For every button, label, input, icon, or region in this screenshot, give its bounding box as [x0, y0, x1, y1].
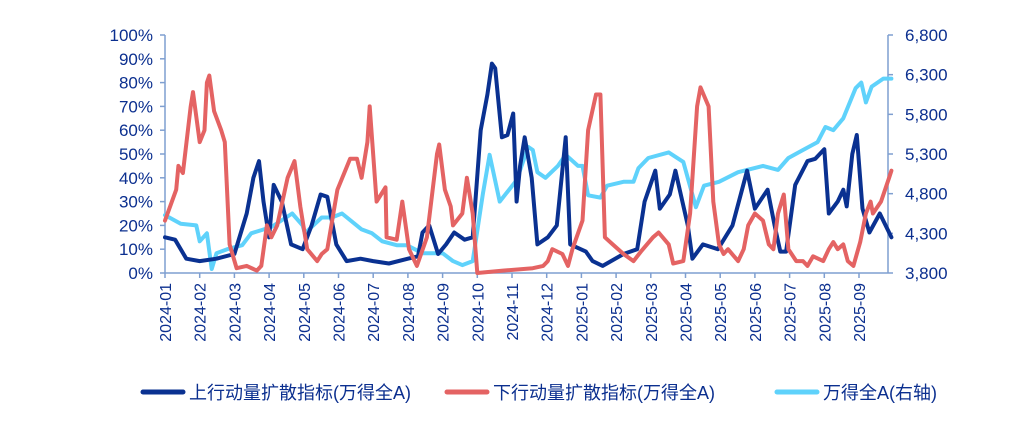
left-y-tick-label: 30% [119, 193, 153, 212]
x-tick-label: 2025-03 [644, 283, 661, 342]
x-tick-label: 2025-08 [817, 283, 834, 342]
right-y-tick-label: 4,300 [905, 224, 948, 243]
series-line-2 [163, 76, 894, 271]
left-y-tick-label: 100% [110, 26, 153, 45]
left-y-tick-label: 40% [119, 169, 153, 188]
legend-label: 上行动量扩散指标(万得全A) [189, 383, 411, 403]
x-tick-label: 2024-02 [193, 283, 210, 342]
left-y-tick-label: 60% [119, 121, 153, 140]
x-tick-label: 2024-08 [401, 283, 418, 342]
x-tick-label: 2024-10 [470, 283, 487, 342]
axes: 0% 10% 20% 30% 40% 50% 60% 70% 80% 90% 100% 3,800 4,… [110, 26, 948, 342]
x-tick-label: 2024-04 [262, 283, 279, 342]
left-y-tick-label: 70% [119, 97, 153, 116]
x-tick-label: 2025-06 [748, 283, 765, 342]
x-tick-label: 2024-11 [505, 283, 522, 341]
series-lines [163, 61, 894, 275]
right-y-tick-label: 5,300 [905, 145, 948, 164]
right-y-tick-label: 5,800 [905, 105, 948, 124]
left-y-tick-label: 80% [119, 74, 153, 93]
legend-label: 万得全A(右轴) [823, 383, 937, 403]
right-y-tick-label: 6,800 [905, 26, 948, 45]
x-tick-label: 2025-02 [609, 283, 626, 342]
left-y-tick-label: 10% [119, 240, 153, 259]
left-y-tick-label: 90% [119, 50, 153, 69]
x-tick-label: 2024-06 [332, 283, 349, 342]
x-tick-label: 2024-01 [158, 283, 175, 342]
x-tick-label: 2025-01 [574, 283, 591, 342]
right-y-tick-label: 3,800 [905, 264, 948, 283]
x-tick-label: 2025-09 [852, 283, 869, 342]
left-y-tick-label: 50% [119, 145, 153, 164]
series-line-1 [163, 73, 894, 275]
left-y-tick-label: 20% [119, 216, 153, 235]
right-y-tick-label: 6,300 [905, 66, 948, 85]
left-y-tick-label: 0% [128, 264, 153, 283]
right-y-tick-label: 4,800 [905, 185, 948, 204]
legend: 上行动量扩散指标(万得全A) 下行动量扩散指标(万得全A) 万得全A(右轴) [140, 383, 937, 403]
x-tick-label: 2024-05 [297, 283, 314, 342]
x-tick-label: 2025-05 [713, 283, 730, 342]
x-tick-label: 2024-12 [540, 283, 557, 342]
x-tick-label: 2024-07 [366, 283, 383, 342]
x-tick-label: 2025-04 [679, 283, 696, 342]
x-tick-label: 2025-07 [783, 283, 800, 342]
series-line-0 [163, 61, 894, 268]
x-tick-label: 2024-03 [227, 283, 244, 342]
legend-label: 下行动量扩散指标(万得全A) [493, 383, 715, 403]
x-tick-label: 2024-09 [436, 283, 453, 342]
